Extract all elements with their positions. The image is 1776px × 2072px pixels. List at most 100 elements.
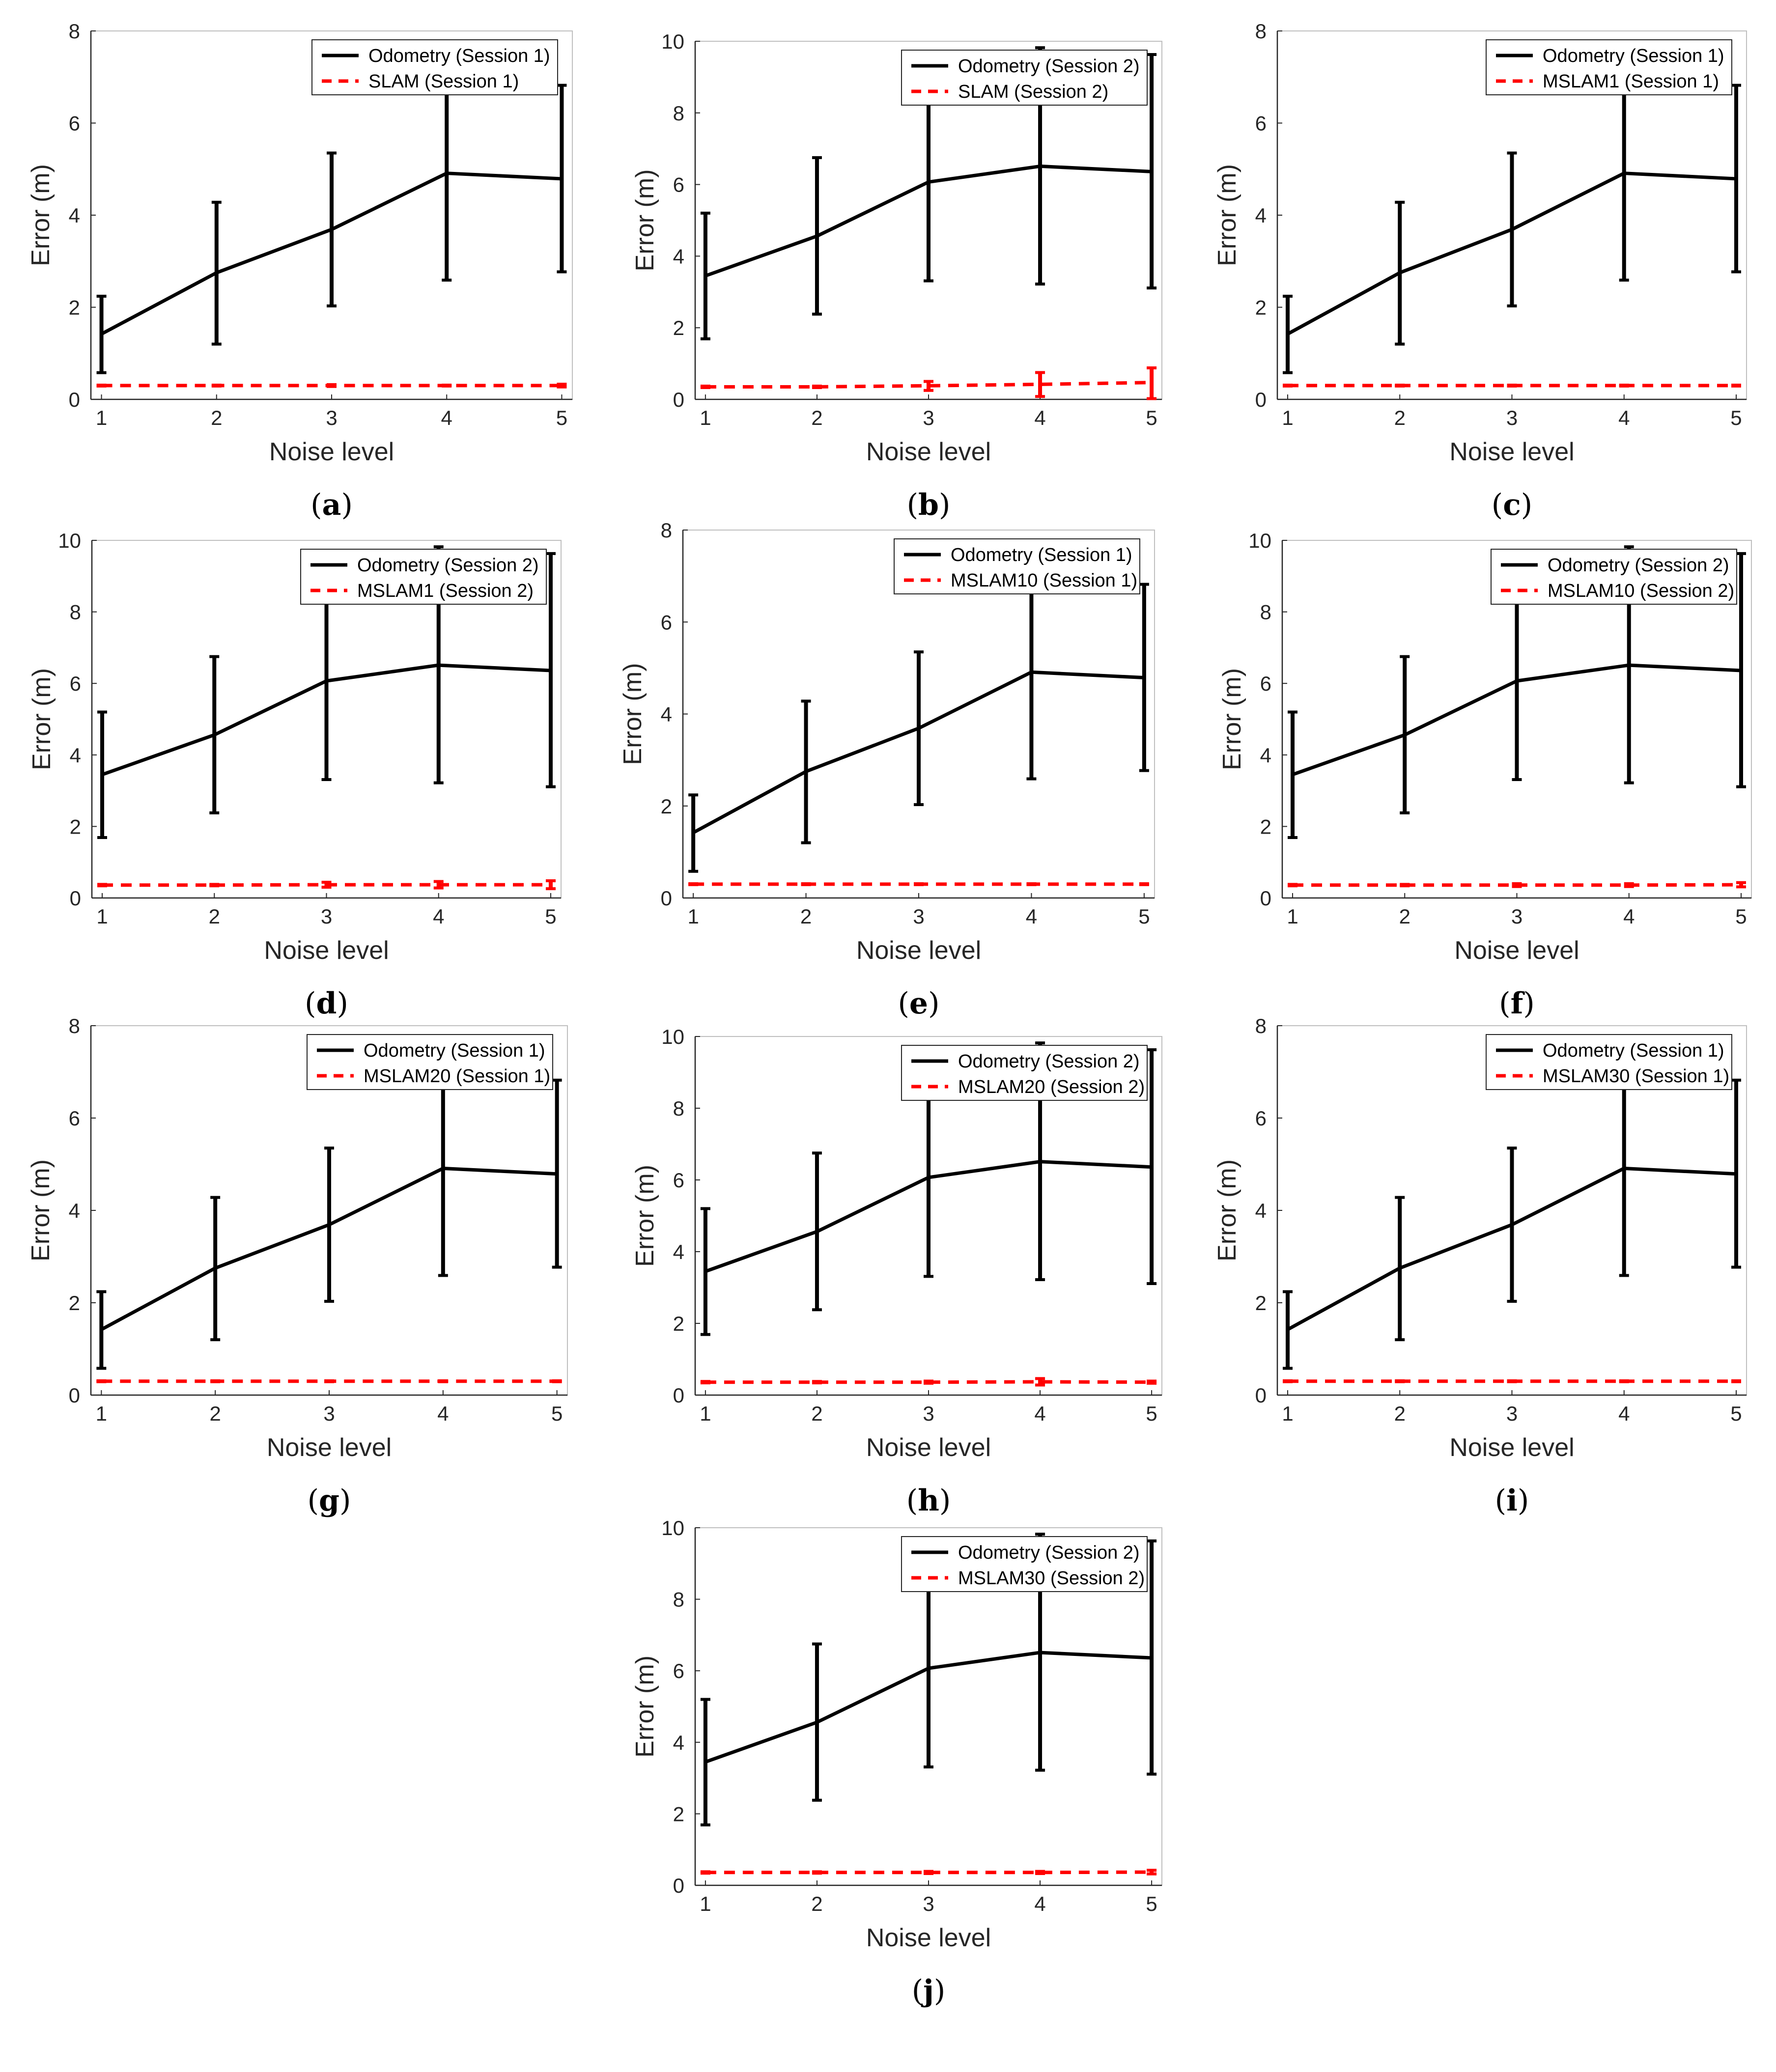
x-tick-label: 2	[811, 1892, 822, 1915]
x-axis-title: Noise level	[1449, 1433, 1574, 1462]
y-tick-label: 10	[661, 30, 684, 53]
legend-box	[311, 39, 558, 95]
y-tick-label: 4	[673, 1731, 684, 1754]
series-line-solid	[100, 1166, 557, 1331]
panel-caption: (g)	[308, 1484, 351, 1518]
series-slam	[688, 882, 1149, 886]
y-tick-label: 6	[673, 173, 684, 196]
x-tick-label: 3	[1506, 406, 1518, 429]
series-odometry	[1288, 545, 1746, 839]
x-tick-label: 1	[96, 406, 107, 429]
series-line-solid	[692, 670, 1145, 835]
y-tick-label: 0	[1255, 1384, 1267, 1407]
y-tick-label: 8	[1260, 601, 1271, 624]
series-odometry	[1283, 80, 1741, 374]
y-tick-label: 4	[69, 204, 80, 227]
series-slam	[700, 1377, 1157, 1387]
x-tick-label: 4	[1034, 1892, 1045, 1915]
y-axis-title: Error (m)	[619, 663, 647, 765]
x-tick-label: 2	[800, 905, 812, 928]
x-tick-label: 2	[1394, 1402, 1406, 1425]
legend-box	[307, 1034, 553, 1090]
y-tick-label: 4	[673, 245, 684, 268]
y-tick-label: 6	[1255, 112, 1267, 135]
series-slam	[700, 1869, 1157, 1876]
legend-box	[1486, 1034, 1732, 1090]
y-tick-label: 0	[673, 388, 684, 411]
x-tick-label: 5	[1730, 1402, 1742, 1425]
panel-letter: a	[322, 488, 341, 522]
x-tick-label: 2	[811, 406, 822, 429]
y-tick-label: 8	[69, 1014, 80, 1037]
legend: Odometry (Session 1) MSLAM30 (Session 1)	[1486, 1034, 1732, 1090]
chart-panel-a: 1 2 3 4 5 0 2 4 6 8 Noise level Error (m) (a) Odometr…	[27, 20, 573, 522]
y-tick-label: 6	[69, 112, 80, 135]
x-tick-label: 1	[700, 406, 711, 429]
x-tick-label: 5	[1735, 905, 1747, 928]
y-tick-label: 6	[69, 1107, 80, 1130]
y-tick-label: 8	[1255, 1014, 1267, 1037]
x-tick-label: 1	[1287, 905, 1298, 928]
figure: 1 2 3 4 5 0 2 4 6 8 Noise level Error (m) (a) Odometr…	[27, 20, 1752, 2008]
x-tick-label: 2	[811, 1402, 822, 1425]
y-tick-label: 2	[673, 1802, 684, 1825]
panel-caption: (i)	[1495, 1484, 1529, 1518]
series-slam	[97, 879, 556, 891]
panel-caption: (d)	[305, 986, 348, 1021]
series-odometry	[1283, 1075, 1741, 1370]
series-line-solid	[1292, 663, 1742, 777]
legend-box	[300, 549, 547, 605]
panel-letter: d	[316, 986, 337, 1021]
x-tick-label: 4	[1618, 406, 1630, 429]
y-tick-label: 4	[1255, 204, 1267, 227]
legend: Odometry (Session 2) MSLAM1 (Session 2)	[300, 549, 547, 605]
legend: Odometry (Session 1) MSLAM20 (Session 1)	[307, 1034, 553, 1090]
y-tick-label: 6	[661, 611, 672, 634]
series-line-solid	[1287, 1166, 1737, 1331]
x-tick-label: 5	[1730, 406, 1742, 429]
series-line-solid	[101, 663, 551, 777]
x-tick-label: 1	[96, 905, 108, 928]
x-tick-label: 5	[551, 1402, 563, 1425]
y-tick-label: 4	[1255, 1199, 1267, 1222]
legend-label: Odometry (Session 2)	[958, 1051, 1140, 1072]
panel-caption: (c)	[1492, 488, 1532, 522]
panel-caption: (j)	[912, 1974, 946, 2008]
x-tick-label: 2	[209, 905, 220, 928]
x-tick-label: 4	[1623, 905, 1635, 928]
y-tick-label: 0	[69, 388, 80, 411]
y-tick-label: 4	[69, 1199, 80, 1222]
y-axis-title: Error (m)	[27, 1159, 55, 1261]
chart-panel-h: 1 2 3 4 5 0 2 4 6 8 10 Noise level Error (m) (h) Odome…	[631, 1025, 1162, 1518]
series-slam	[700, 366, 1157, 400]
y-tick-label: 2	[1255, 296, 1267, 319]
legend: Odometry (Session 1) SLAM (Session 1)	[311, 39, 558, 95]
panel-caption: (b)	[907, 488, 951, 522]
chart-panel-c: 1 2 3 4 5 0 2 4 6 8 Noise level Error (m) (c) Odometr…	[1213, 20, 1747, 522]
legend-label: SLAM (Session 2)	[958, 82, 1108, 102]
x-tick-label: 4	[1026, 905, 1037, 928]
series-line-solid	[705, 1651, 1152, 1764]
series-odometry	[96, 80, 567, 374]
y-axis-title: Error (m)	[1218, 668, 1246, 770]
x-tick-label: 5	[1146, 1402, 1157, 1425]
y-tick-label: 4	[661, 703, 672, 726]
x-tick-label: 2	[209, 1402, 221, 1425]
legend-label: Odometry (Session 2)	[1548, 555, 1729, 576]
y-tick-label: 4	[673, 1240, 684, 1263]
panel-letter: b	[918, 488, 939, 522]
series-slam	[96, 1379, 562, 1383]
y-tick-label: 8	[70, 601, 81, 624]
x-tick-label: 3	[1511, 905, 1522, 928]
x-tick-label: 1	[700, 1892, 711, 1915]
y-axis-title: Error (m)	[1213, 1159, 1241, 1261]
y-tick-label: 2	[673, 1312, 684, 1335]
x-tick-label: 1	[96, 1402, 107, 1425]
chart-panel-f: 1 2 3 4 5 0 2 4 6 8 10 Noise level Error (m) (f) Odome…	[1218, 529, 1752, 1021]
y-tick-label: 10	[661, 1516, 684, 1540]
y-tick-label: 6	[673, 1659, 684, 1682]
legend-label: Odometry (Session 1)	[368, 46, 550, 66]
x-tick-label: 4	[441, 406, 452, 429]
chart-panel-d: 1 2 3 4 5 0 2 4 6 8 10 Noise level Error (m) (d) Odome…	[28, 529, 562, 1021]
x-tick-label: 3	[321, 905, 332, 928]
